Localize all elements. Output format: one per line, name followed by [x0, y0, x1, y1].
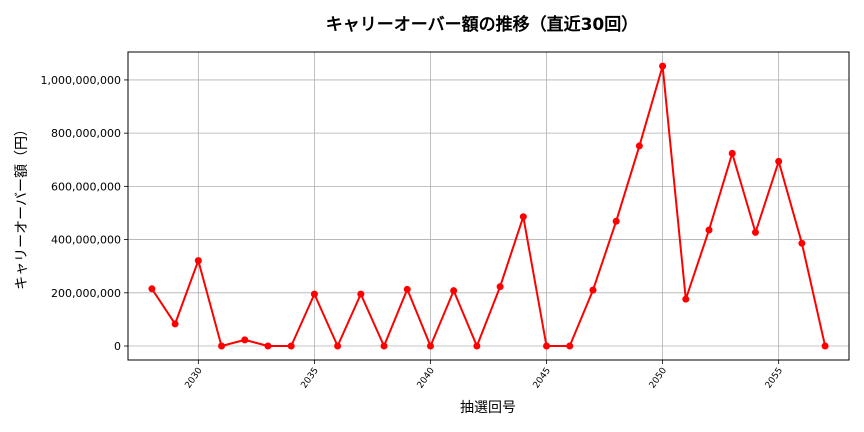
y-tick-label: 1,000,000,000	[41, 74, 121, 87]
y-axis-ticks: 0 200,000,000 400,000,000 600,000,000 800,00…	[41, 74, 128, 353]
series-line	[151, 65, 827, 347]
x-axis-ticks: 2030 2035 2040 2045 2050 2055	[183, 360, 785, 390]
data-point-marker	[566, 342, 574, 350]
data-point-marker	[682, 295, 690, 303]
y-tick-label: 200,000,000	[51, 287, 121, 300]
data-point-marker	[589, 286, 597, 294]
x-tick-label: 2040	[416, 366, 437, 391]
x-tick-label: 2045	[532, 366, 553, 390]
chart-title: キャリーオーバー額の推移（直近30回）	[326, 14, 639, 35]
data-point-marker	[194, 257, 202, 265]
x-tick-label: 2035	[300, 366, 321, 390]
y-tick-label: 400,000,000	[51, 234, 121, 247]
data-point-marker	[310, 290, 318, 298]
data-point-marker	[171, 320, 179, 328]
data-point-marker	[450, 287, 458, 295]
data-point-marker	[659, 62, 667, 70]
data-point-marker	[264, 342, 272, 350]
y-tick-label: 600,000,000	[51, 180, 121, 193]
data-point-marker	[426, 342, 434, 350]
data-point-marker	[287, 342, 295, 350]
data-point-marker	[218, 342, 226, 350]
data-point-marker	[705, 226, 713, 234]
data-point-marker	[241, 336, 249, 344]
data-point-marker	[798, 239, 806, 247]
plot-frame	[127, 51, 850, 361]
data-point-marker	[543, 342, 551, 350]
grid-lines	[128, 52, 849, 360]
data-point-marker	[821, 342, 829, 350]
data-point-marker	[334, 342, 342, 350]
data-point-marker	[148, 285, 156, 293]
x-tick-label: 2055	[764, 366, 785, 390]
data-point-marker	[775, 157, 783, 165]
data-point-marker	[612, 217, 620, 225]
data-point-marker	[496, 283, 504, 291]
y-tick-label: 0	[114, 340, 121, 353]
data-series	[148, 62, 829, 350]
data-point-marker	[473, 342, 481, 350]
y-tick-label: 800,000,000	[51, 127, 121, 140]
data-point-marker	[728, 149, 736, 157]
data-point-marker	[519, 213, 527, 221]
data-point-marker	[751, 228, 759, 236]
data-point-marker	[380, 342, 388, 350]
data-point-marker	[635, 142, 643, 150]
data-point-marker	[357, 290, 365, 298]
y-axis-label: キャリーオーバー額（円）	[14, 122, 30, 290]
data-point-marker	[403, 285, 411, 293]
x-tick-label: 2030	[183, 366, 204, 391]
x-axis-label: 抽選回号	[460, 400, 516, 416]
x-tick-label: 2050	[648, 366, 669, 391]
